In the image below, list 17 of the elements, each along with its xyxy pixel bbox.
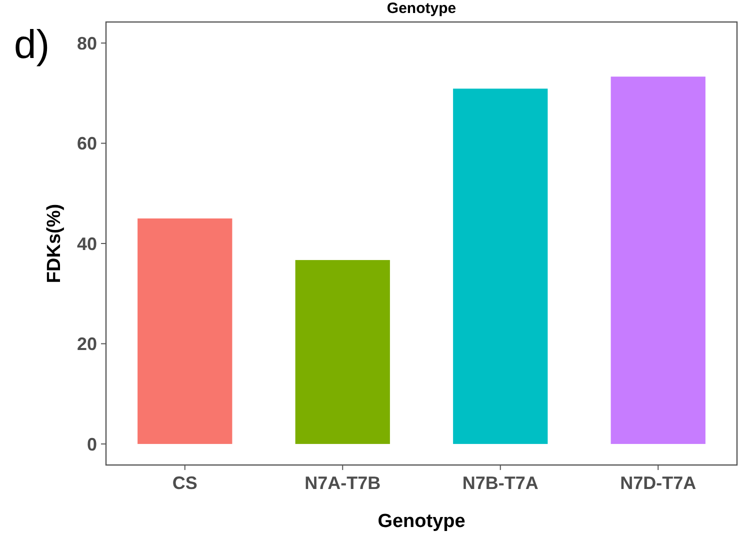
x-axis-title: Genotype: [378, 511, 466, 532]
x-tick-label: CS: [172, 473, 198, 493]
text: d): [14, 23, 50, 67]
y-tick-label: 80: [76, 33, 97, 54]
x-tick-label: N7B-T7A: [462, 473, 538, 493]
bar: [295, 260, 390, 444]
x-tick-label: N7A-T7B: [304, 473, 381, 493]
y-tick-label: 40: [76, 234, 97, 254]
bar: [453, 88, 548, 444]
bar: [138, 218, 232, 444]
chart-title: Genotype: [386, 0, 456, 17]
y-axis-title: FDKs(%): [44, 204, 65, 284]
y-tick-label: 0: [86, 434, 97, 454]
x-tick-label: N7D-T7A: [620, 473, 696, 493]
bar: [610, 76, 706, 444]
y-tick-label: 60: [76, 134, 97, 154]
y-tick-label: 20: [76, 334, 97, 354]
